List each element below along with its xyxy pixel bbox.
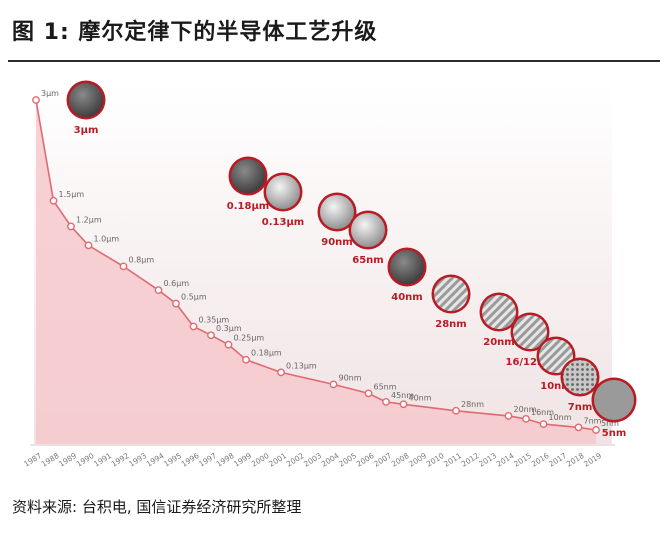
point-label: 5nm xyxy=(601,419,619,428)
process-node-chart: 3μm1.5μm1.2μm1.0μm0.8μm0.6μm0.5μm0.35μm0… xyxy=(22,80,637,469)
node-bubble: 7nm xyxy=(560,357,600,413)
bubble-label: 20nm xyxy=(483,337,514,348)
data-point xyxy=(207,331,215,340)
bubble-image xyxy=(351,213,385,247)
data-point xyxy=(32,96,40,104)
node-bubble: 28nm xyxy=(431,274,471,330)
data-point xyxy=(242,355,250,364)
bubble-image xyxy=(390,250,424,284)
node-bubble: 5nm xyxy=(591,377,637,439)
figure-title: 图 1: 摩尔定律下的半导体工艺升级 xyxy=(12,20,378,45)
point-label: 0.18μm xyxy=(251,349,282,358)
point-label: 40nm xyxy=(409,393,432,402)
data-point xyxy=(277,368,285,377)
data-point xyxy=(67,222,75,231)
bubble-image xyxy=(594,380,634,420)
bubble-image xyxy=(231,159,265,193)
data-point xyxy=(504,412,513,420)
point-label: 3μm xyxy=(41,89,59,98)
bubble-label: 16/12nm xyxy=(505,357,554,368)
data-point xyxy=(364,389,373,398)
data-point xyxy=(49,196,58,205)
point-label: 0.6μm xyxy=(164,279,190,288)
node-bubble: 0.13μm xyxy=(262,172,304,228)
bubble-image xyxy=(513,315,547,349)
bubble-image xyxy=(69,83,103,117)
point-label: 0.35μm xyxy=(199,316,230,325)
bubble-label: 10nm xyxy=(540,381,571,392)
node-line xyxy=(35,99,597,431)
bubble-label: 0.13μm xyxy=(262,217,304,228)
bubble-label: 5nm xyxy=(602,428,627,439)
node-bubble: 40nm xyxy=(387,247,427,303)
data-point xyxy=(154,286,163,295)
data-point xyxy=(189,322,198,331)
point-label: 0.13μm xyxy=(286,361,317,370)
bubble-label: 7nm xyxy=(568,402,593,413)
bubble-label: 65nm xyxy=(352,255,383,266)
point-label: 28nm xyxy=(461,400,484,409)
node-bubble: 16/12nm xyxy=(505,312,555,368)
title-divider xyxy=(8,60,660,62)
bubble-label: 0.18μm xyxy=(227,201,269,212)
data-point xyxy=(399,400,408,409)
point-label: 16nm xyxy=(531,408,554,417)
node-bubble: 20nm xyxy=(479,292,519,348)
bubble-label: 3μm xyxy=(74,125,99,136)
data-point xyxy=(522,414,530,423)
bubble-label: 28nm xyxy=(435,319,466,330)
data-point xyxy=(84,241,93,250)
point-label: 0.3μm xyxy=(216,324,242,333)
point-label: 1.5μm xyxy=(59,190,85,199)
point-label: 1.0μm xyxy=(94,234,120,243)
bubble-image xyxy=(539,339,573,373)
point-label: 0.5μm xyxy=(181,293,207,302)
point-label: 0.25μm xyxy=(234,334,265,343)
x-tick-label: 2019 xyxy=(582,451,603,469)
data-point xyxy=(452,406,460,415)
point-label: 90nm xyxy=(339,373,362,382)
bubble-image xyxy=(266,175,300,209)
data-point xyxy=(539,420,548,429)
data-point xyxy=(119,262,128,271)
data-point xyxy=(574,423,583,432)
bubble-label: 40nm xyxy=(391,292,422,303)
point-label: 10nm xyxy=(549,413,572,422)
bubble-image xyxy=(563,360,597,394)
bubble-label: 90nm xyxy=(321,237,352,248)
data-point xyxy=(382,397,390,406)
data-point xyxy=(329,380,338,389)
area-fill xyxy=(36,100,596,444)
node-bubble: 65nm xyxy=(348,210,388,266)
data-point xyxy=(224,340,233,349)
data-point xyxy=(592,426,600,434)
data-point xyxy=(172,299,180,308)
point-label: 7nm xyxy=(584,416,602,425)
source-note: 资料来源: 台积电, 国信证券经济研究所整理 xyxy=(12,498,302,516)
bubble-image xyxy=(320,195,354,229)
point-label: 65nm xyxy=(374,382,397,391)
bubble-image xyxy=(482,295,516,329)
node-bubble: 90nm xyxy=(317,192,357,248)
point-label: 1.2μm xyxy=(76,215,102,224)
point-label: 0.8μm xyxy=(129,255,155,264)
point-label: 45nm xyxy=(391,391,414,400)
bubble-image xyxy=(434,277,468,311)
node-bubble: 3μm xyxy=(66,80,106,136)
point-label: 20nm xyxy=(514,405,537,414)
node-bubble: 0.18μm xyxy=(227,156,269,212)
